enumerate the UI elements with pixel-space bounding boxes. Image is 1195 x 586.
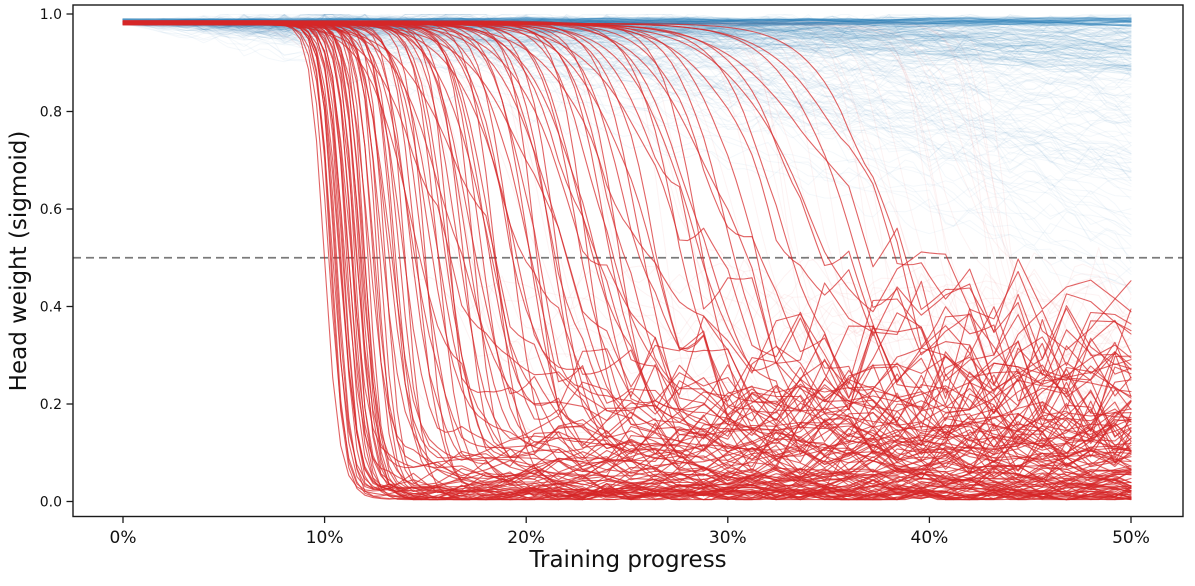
- kept-head-line-faint: [122, 24, 1132, 154]
- kept-head-line-faint: [122, 23, 1132, 247]
- kept-head-line-faint: [122, 14, 1132, 42]
- kept-head-line-faint: [122, 23, 1132, 174]
- kept-head-line-faint: [122, 14, 1132, 73]
- y-tick-label: 0.2: [40, 397, 62, 413]
- kept-head-line-faint: [122, 16, 1132, 135]
- y-axis-label: Head weight (sigmoid): [6, 131, 32, 392]
- kept-head-line-faint: [122, 23, 1132, 290]
- kept-head-line-faint: [122, 23, 1132, 161]
- kept-head-line-faint: [122, 17, 1132, 225]
- kept-head-line-faint: [122, 22, 1132, 181]
- kept-head-line-faint: [122, 20, 1132, 259]
- kept-head-line-faint: [122, 18, 1132, 187]
- y-tick-label: 0.8: [40, 105, 62, 121]
- kept-head-line-faint: [122, 22, 1132, 215]
- kept-head-line-faint: [122, 14, 1132, 59]
- kept-head-band-line: [122, 17, 1132, 22]
- kept-head-line-faint: [122, 21, 1132, 232]
- kept-head-line-faint: [122, 21, 1132, 98]
- kept-head-line-faint: [122, 19, 1132, 119]
- kept-head-band-line: [122, 18, 1132, 24]
- kept-head-line-faint: [122, 19, 1132, 88]
- kept-head-line-faint: [122, 21, 1132, 195]
- kept-head-line-faint: [122, 21, 1132, 173]
- kept-head-line-faint: [122, 14, 1132, 69]
- pruned-head-line-faint: [122, 22, 1132, 436]
- pruned-head-line: [122, 21, 1132, 333]
- kept-head-line-faint: [122, 21, 1132, 275]
- kept-head-line-faint: [122, 19, 1132, 74]
- kept-head-line-faint: [122, 22, 1132, 293]
- kept-head-line-faint: [122, 21, 1132, 159]
- pruned-head-line: [122, 22, 1132, 351]
- kept-head-line-faint: [122, 14, 1132, 56]
- pruned-head-line: [122, 21, 1132, 459]
- x-tick-label: 20%: [507, 528, 545, 548]
- kept-head-line-faint: [122, 16, 1132, 288]
- axes-spines: [72, 4, 1184, 518]
- kept-head-line-faint: [122, 14, 1132, 43]
- kept-head-line-faint: [122, 14, 1132, 264]
- kept-head-line-top: [122, 14, 1132, 26]
- kept-head-line-faint: [122, 21, 1132, 173]
- x-axis-label: Training progress: [528, 547, 726, 573]
- kept-head-line-faint: [122, 14, 1132, 82]
- x-tick-label: 50%: [1112, 528, 1150, 548]
- kept-head-line-faint: [122, 16, 1132, 34]
- kept-head-band-line: [122, 16, 1132, 22]
- kept-head-band-line: [122, 17, 1132, 22]
- kept-head-line-faint: [122, 20, 1132, 125]
- kept-head-band-line: [122, 16, 1132, 22]
- kept-head-line-faint: [122, 23, 1132, 160]
- pruned-head-line: [122, 20, 1132, 413]
- kept-head-line-faint: [122, 21, 1132, 126]
- x-tick-label: 10%: [306, 528, 344, 548]
- kept-head-line-faint: [122, 17, 1132, 282]
- kept-head-line-faint: [122, 15, 1132, 125]
- kept-head-line-top: [122, 21, 1132, 71]
- pruned-head-line: [122, 23, 1132, 497]
- kept-head-band-line: [122, 16, 1132, 22]
- pruned-head-line: [122, 24, 1132, 475]
- kept-head-line-faint: [122, 14, 1132, 82]
- kept-head-band-line: [122, 17, 1132, 22]
- kept-head-line-faint: [122, 23, 1132, 230]
- kept-head-line-faint: [122, 20, 1132, 272]
- kept-head-line-faint: [122, 14, 1132, 40]
- kept-head-line-faint: [122, 21, 1132, 313]
- kept-head-band-line: [122, 18, 1132, 23]
- x-tick-label: 0%: [110, 528, 137, 548]
- kept-head-line-faint: [122, 16, 1132, 108]
- kept-head-line-faint: [122, 14, 1132, 62]
- y-tick-label: 1.0: [40, 7, 62, 23]
- kept-head-line-faint: [122, 14, 1132, 65]
- y-tick-label: 0.6: [40, 202, 62, 218]
- kept-head-band-line: [122, 16, 1132, 22]
- kept-head-line-faint: [122, 23, 1132, 146]
- kept-head-band-line: [122, 17, 1132, 22]
- kept-head-line-top: [122, 23, 1132, 72]
- kept-head-band-line: [122, 16, 1132, 22]
- kept-head-line-faint: [122, 23, 1132, 62]
- y-tick-label: 0.4: [40, 300, 62, 316]
- x-tick-label: 40%: [911, 528, 949, 548]
- kept-head-line-faint: [122, 15, 1132, 108]
- kept-head-line-faint: [122, 14, 1132, 37]
- kept-head-line-faint: [122, 20, 1132, 121]
- kept-head-line-faint: [122, 22, 1132, 192]
- kept-head-line-faint: [122, 15, 1132, 172]
- x-tick-label: 30%: [709, 528, 747, 548]
- pruned-trajectories-layer: [122, 20, 1132, 501]
- axis-ticks-layer: 0% 10% 20% 30% 40% 50% 0.0 0.2 0.4 0.6 0.8 1.0: [40, 7, 1150, 548]
- kept-head-line-faint: [122, 20, 1132, 182]
- kept-head-line-faint: [122, 23, 1132, 104]
- y-tick-label: 0.0: [40, 495, 62, 511]
- kept-head-line-faint: [122, 20, 1132, 137]
